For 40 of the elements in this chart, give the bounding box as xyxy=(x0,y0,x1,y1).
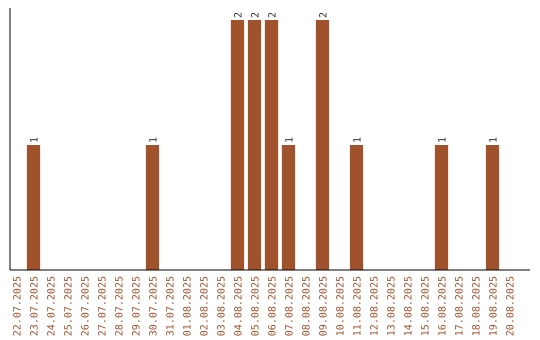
x-tick-label: 12.08.2025 xyxy=(370,276,380,336)
x-tick-label: 01.08.2025 xyxy=(182,276,194,336)
x-tick-label: 11.08.2025 xyxy=(352,276,364,336)
x-tick-label: 04.08.2025 xyxy=(234,276,244,336)
data-label: 1 xyxy=(30,136,40,143)
x-tick-label: 03.08.2025 xyxy=(216,276,228,336)
x-tick-label: 25.07.2025 xyxy=(64,276,74,336)
data-label: 2 xyxy=(268,12,278,18)
data-label: 1 xyxy=(284,136,296,143)
x-tick-label: 22.07.2025 xyxy=(12,276,24,336)
data-label: 1 xyxy=(488,136,500,143)
x-tick-label: 02.08.2025 xyxy=(200,276,210,336)
x-tick-label: 05.08.2025 xyxy=(250,276,262,336)
x-tick-label: 15.08.2025 xyxy=(420,276,432,336)
x-tick-label: 08.08.2025 xyxy=(302,276,312,336)
x-tick-label: 26.07.2025 xyxy=(80,276,92,336)
x-tick-label: 31.07.2025 xyxy=(166,276,176,336)
x-tick-label: 28.07.2025 xyxy=(114,276,126,336)
x-tick-label: 23.07.2025 xyxy=(30,276,40,336)
x-tick-label: 30.07.2025 xyxy=(148,276,160,336)
data-label: 1 xyxy=(352,136,364,143)
data-label: 2 xyxy=(318,12,330,18)
x-tick-label: 18.08.2025 xyxy=(472,276,482,336)
data-label: 1 xyxy=(148,136,160,143)
x-tick-label: 09.08.2025 xyxy=(318,276,330,336)
x-tick-label: 13.08.2025 xyxy=(386,276,398,336)
x-tick-label: 14.08.2025 xyxy=(404,276,414,336)
x-tick-label: 17.08.2025 xyxy=(454,276,466,336)
x-tick-label: 27.07.2025 xyxy=(98,276,108,336)
x-tick-label: 16.08.2025 xyxy=(438,276,448,336)
data-label: 2 xyxy=(234,12,244,18)
x-tick-label: 24.07.2025 xyxy=(46,276,58,336)
data-label: 2 xyxy=(250,12,262,18)
x-tick-label: 06.08.2025 xyxy=(268,276,278,336)
x-tick-label: 10.08.2025 xyxy=(336,276,346,336)
x-tick-label: 29.07.2025 xyxy=(132,276,142,336)
x-tick-label: 19.08.2025 xyxy=(488,276,500,336)
data-label: 1 xyxy=(438,136,448,143)
x-tick-label: 07.08.2025 xyxy=(284,276,296,336)
x-tick-label: 20.08.2025 xyxy=(506,276,516,336)
